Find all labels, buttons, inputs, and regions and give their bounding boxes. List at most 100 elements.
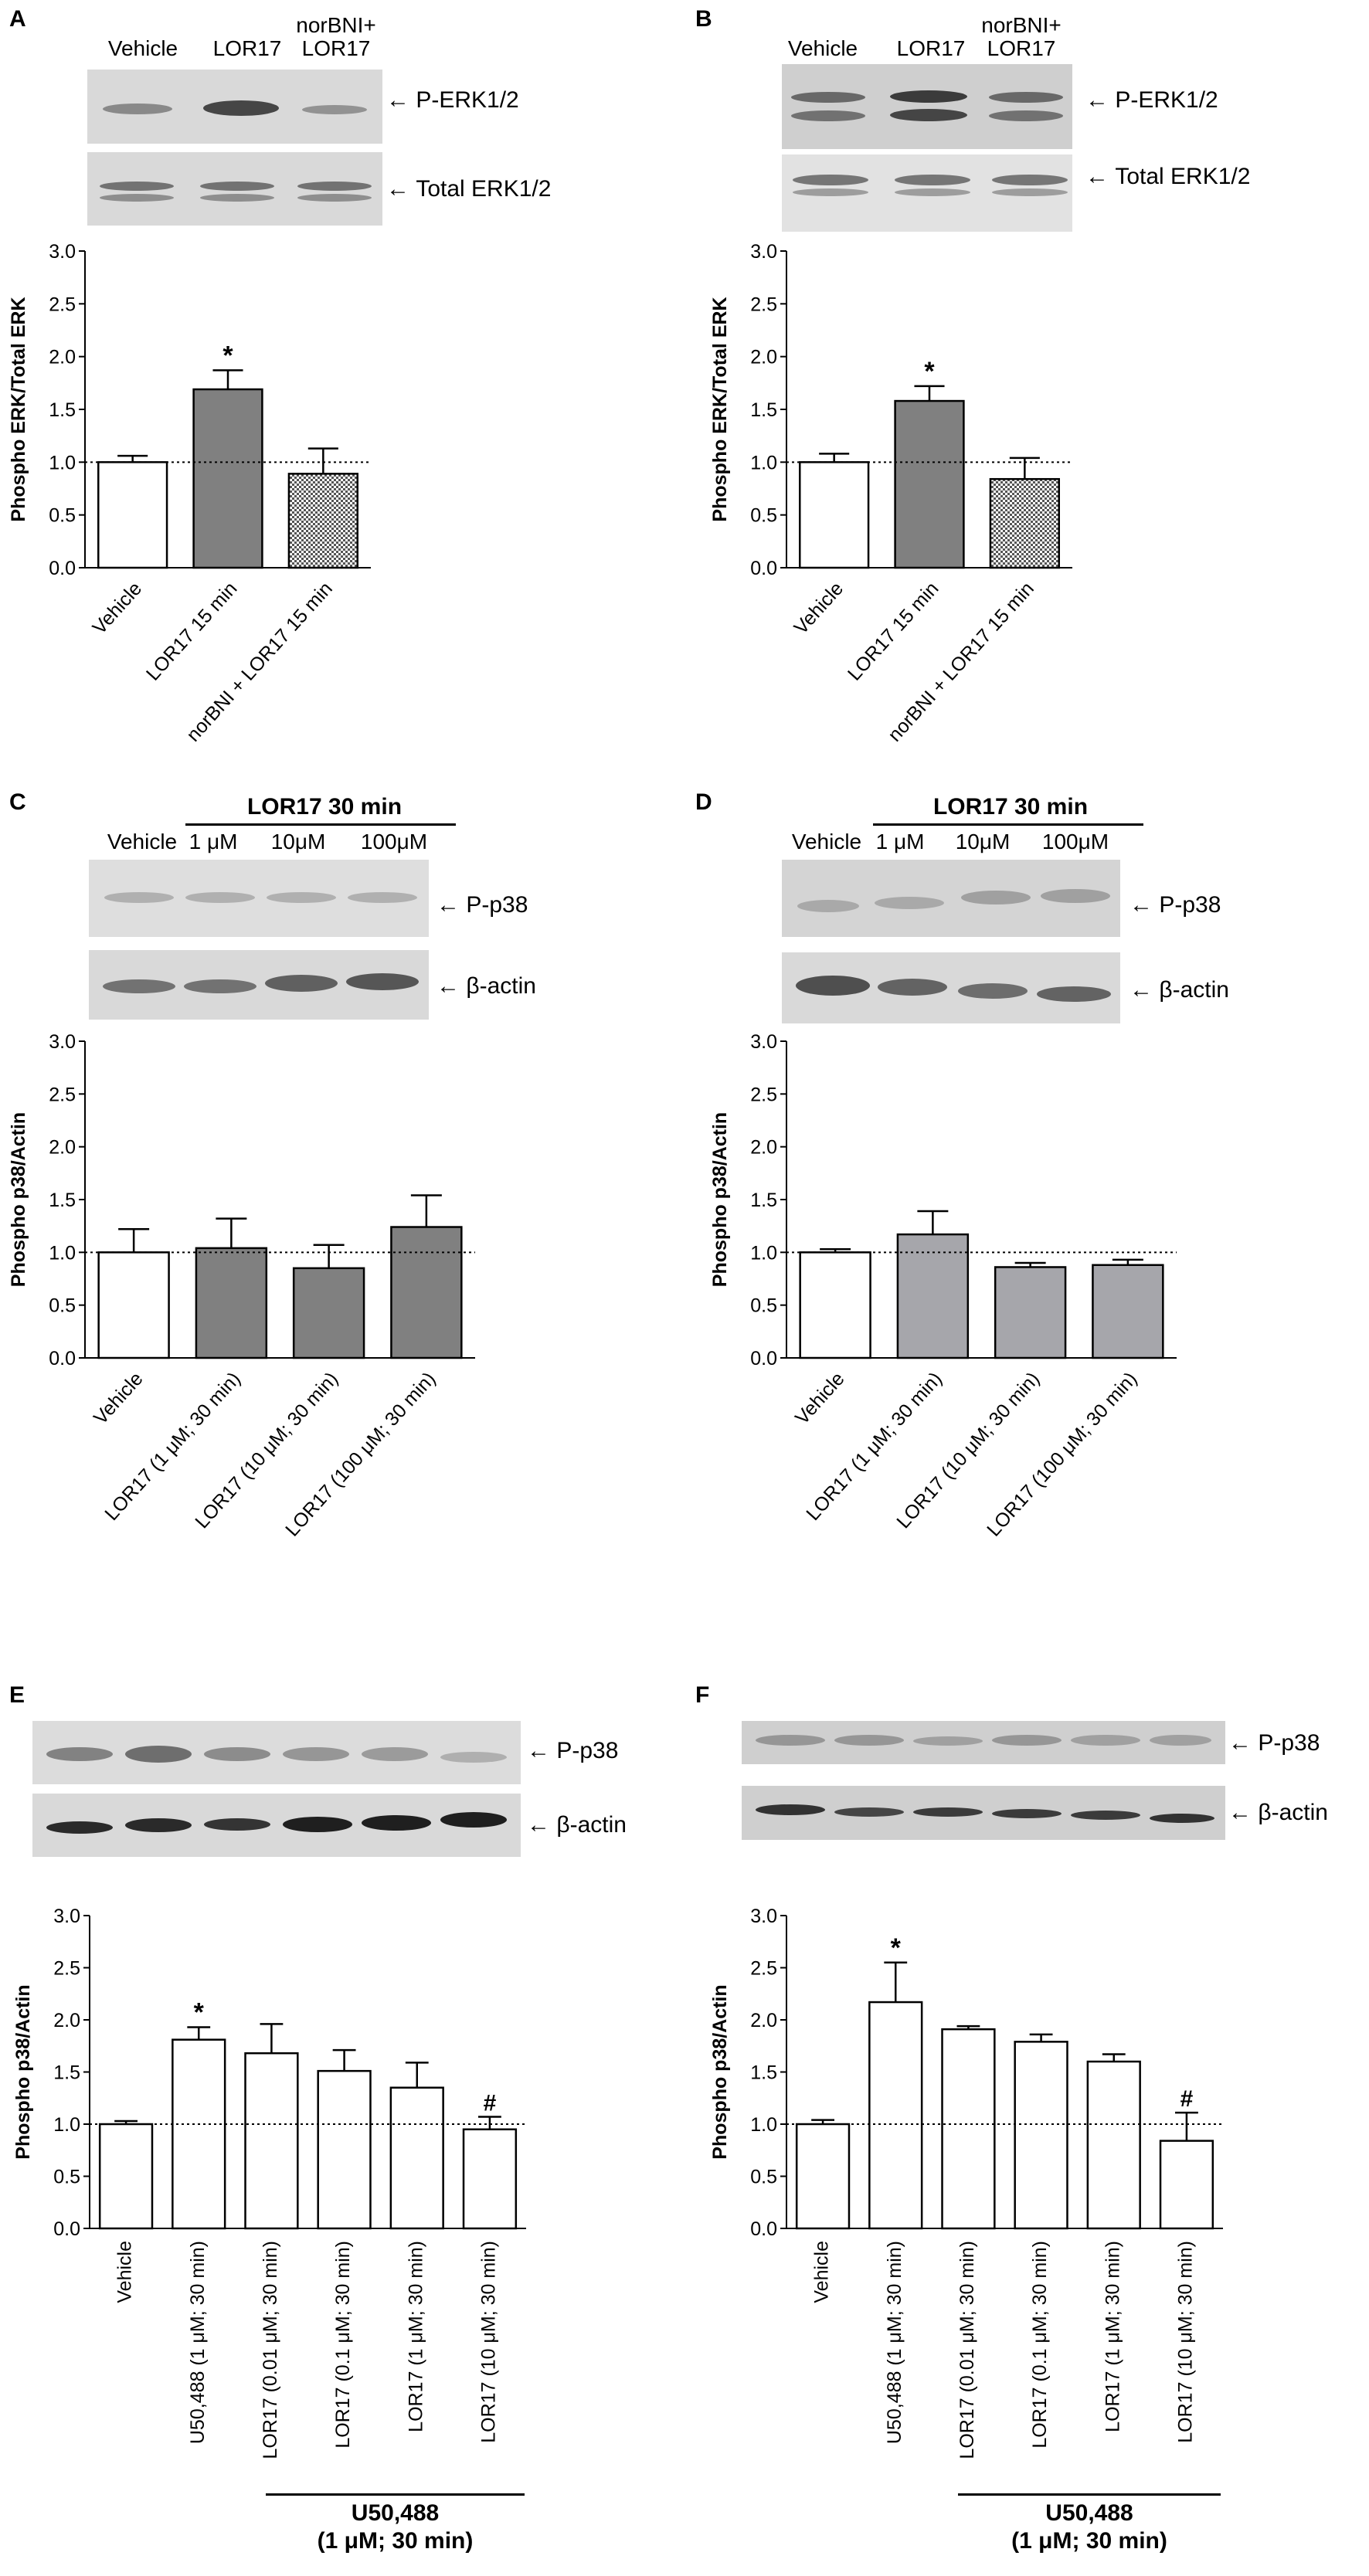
group-title-f: U50,488 (1 μM; 30 min) <box>958 2500 1221 2555</box>
x-tick-label: Vehicle <box>790 578 848 639</box>
y-tick-label: 2.0 <box>53 2010 80 2031</box>
blot-label-actin-e: ← β-actin <box>527 1812 627 1838</box>
y-tick-label: 3.0 <box>49 241 76 263</box>
y-tick-label: 3.0 <box>750 1031 777 1053</box>
blot-label-total-erk-b: ← Total ERK1/2 <box>1085 164 1251 189</box>
x-tick-label: Vehicle <box>88 578 146 639</box>
y-tick-label: 0.5 <box>49 1295 76 1317</box>
y-tick-label: 0.0 <box>49 558 76 579</box>
bar <box>799 461 870 569</box>
x-tick-label: Vehicle <box>811 2241 833 2303</box>
significance-marker: # <box>484 2091 497 2116</box>
group-title-d: LOR17 30 min <box>932 794 1089 820</box>
lane-label-norbni-lor17: norBNI+ LOR17 <box>296 13 376 60</box>
x-tick-label: LOR17 (10 μM; 30 min) <box>1175 2241 1197 2443</box>
y-tick-label: 0.0 <box>750 1348 777 1369</box>
blot-label-p-p38-f: ← P-p38 <box>1228 1730 1320 1756</box>
lane-label-vehicle-d: Vehicle <box>791 830 862 854</box>
group-title-e: U50,488 (1 μM; 30 min) <box>266 2500 525 2555</box>
y-axis-label: Phospho p38/Actin <box>709 1984 731 2159</box>
bar <box>292 1267 365 1359</box>
bar-chart-e: 0.0 0.5 1.0 1.5 2.0 2.5 3.0 Phospho p38/Actin Ve… <box>12 1906 526 2459</box>
y-tick-label: 0.5 <box>53 2167 80 2188</box>
western-blot-total-erk-b <box>782 154 1072 232</box>
blot-label-actin-f: ← β-actin <box>1228 1800 1328 1825</box>
x-tick-label: LOR17 (0.01 μM; 30 min) <box>260 2241 281 2459</box>
bar <box>941 2028 996 2230</box>
group-bracket-f <box>958 2493 1221 2496</box>
y-axis-label: Phospho p38/Actin <box>8 1112 29 1287</box>
western-blot-p-p38-e <box>32 1721 521 1784</box>
y-tick-label: 2.0 <box>49 347 76 368</box>
lane-label-1um-c: 1 μM <box>189 830 238 854</box>
bar-chart-d: 0.0 0.5 1.0 1.5 2.0 2.5 3.0 Phospho p38/Actin Ve… <box>709 1031 1177 1541</box>
x-tick-label: Vehicle <box>791 1368 849 1429</box>
y-tick-label: 2.0 <box>750 2010 777 2031</box>
bar-chart-f: 0.0 0.5 1.0 1.5 2.0 2.5 3.0 Phospho p38/Actin Ve… <box>709 1906 1223 2459</box>
y-tick-label: 0.5 <box>49 505 76 527</box>
y-tick-label: 0.5 <box>750 1295 777 1317</box>
y-tick-label: 3.0 <box>53 1906 80 1927</box>
x-tick-label: LOR17 (0.01 μM; 30 min) <box>956 2241 978 2459</box>
significance-marker: * <box>223 341 233 370</box>
significance-marker: * <box>891 1933 902 1963</box>
bar <box>389 2086 444 2230</box>
lane-label-vehicle-b: Vehicle <box>787 36 858 60</box>
bar <box>896 1233 970 1359</box>
y-tick-label: 2.0 <box>750 1137 777 1159</box>
blot-label-p-p38-c: ← P-p38 <box>437 892 528 918</box>
blot-label-total-erk-a: ← Total ERK1/2 <box>386 176 552 202</box>
y-tick-label: 1.5 <box>750 399 777 421</box>
bar <box>994 1266 1067 1359</box>
blot-label-actin-c: ← β-actin <box>437 973 536 999</box>
bar <box>97 461 168 569</box>
lane-label-100um-d: 100μM <box>1041 830 1109 854</box>
y-tick-label: 3.0 <box>750 241 777 263</box>
y-tick-label: 1.0 <box>49 1242 76 1264</box>
x-tick-label: LOR17 (0.1 μM; 30 min) <box>332 2241 354 2449</box>
lane-label-norbni-lor17-b: norBNI+ LOR17 <box>981 13 1062 60</box>
y-tick-label: 1.5 <box>49 1190 76 1211</box>
x-tick-label: LOR17 15 min <box>142 578 242 685</box>
lane-label-vehicle: Vehicle <box>107 36 178 60</box>
bar <box>462 2128 518 2230</box>
bar <box>192 388 263 569</box>
group-title-e-line2: (1 μM; 30 min) <box>317 2528 474 2554</box>
blot-label-p-p38-d: ← P-p38 <box>1130 892 1221 918</box>
bar-chart-c: 0.0 0.5 1.0 1.5 2.0 2.5 3.0 Phospho p38/Actin Ve… <box>8 1031 475 1541</box>
x-tick-label: LOR17 (1 μM; 30 min) <box>405 2241 426 2432</box>
panel-label-f: F <box>695 1682 710 1708</box>
western-blot-p-erk <box>87 70 382 144</box>
bar <box>244 2052 299 2230</box>
y-tick-label: 2.5 <box>49 294 76 315</box>
western-blot-p-p38-f <box>742 1721 1225 1764</box>
lane-label-10um-d: 10μM <box>955 830 1011 854</box>
y-tick-label: 0.5 <box>750 505 777 527</box>
western-blot-actin-e <box>32 1794 521 1857</box>
y-tick-label: 1.0 <box>49 452 76 473</box>
panel-label-d: D <box>695 789 712 815</box>
y-tick-label: 0.0 <box>750 2218 777 2240</box>
bar <box>795 2123 851 2230</box>
bar <box>1086 2060 1141 2230</box>
bar-chart-a: 0.0 0.5 1.0 1.5 2.0 2.5 3.0 Phospho ERK/Total E… <box>8 241 371 746</box>
y-tick-label: 0.0 <box>53 2218 80 2240</box>
western-blot-actin-d <box>782 952 1120 1023</box>
lane-label-vehicle-c: Vehicle <box>107 830 178 854</box>
bar <box>390 1226 463 1359</box>
bar <box>287 473 358 569</box>
bar <box>894 399 965 569</box>
western-blot-p-p38-c <box>89 860 429 937</box>
lane-label-1um-d: 1 μM <box>875 830 925 854</box>
bar <box>97 1251 170 1359</box>
y-tick-label: 0.0 <box>750 558 777 579</box>
y-tick-label: 1.0 <box>53 2114 80 2136</box>
x-tick-label: U50,488 (1 μM; 30 min) <box>187 2241 209 2444</box>
y-tick-label: 3.0 <box>49 1031 76 1053</box>
western-blot-actin-f <box>742 1786 1225 1840</box>
y-tick-label: 0.0 <box>49 1348 76 1369</box>
y-tick-label: 1.5 <box>750 1190 777 1211</box>
group-bracket-d <box>873 823 1143 826</box>
group-title-e-line1: U50,488 <box>351 2500 440 2526</box>
bar <box>172 2038 226 2230</box>
